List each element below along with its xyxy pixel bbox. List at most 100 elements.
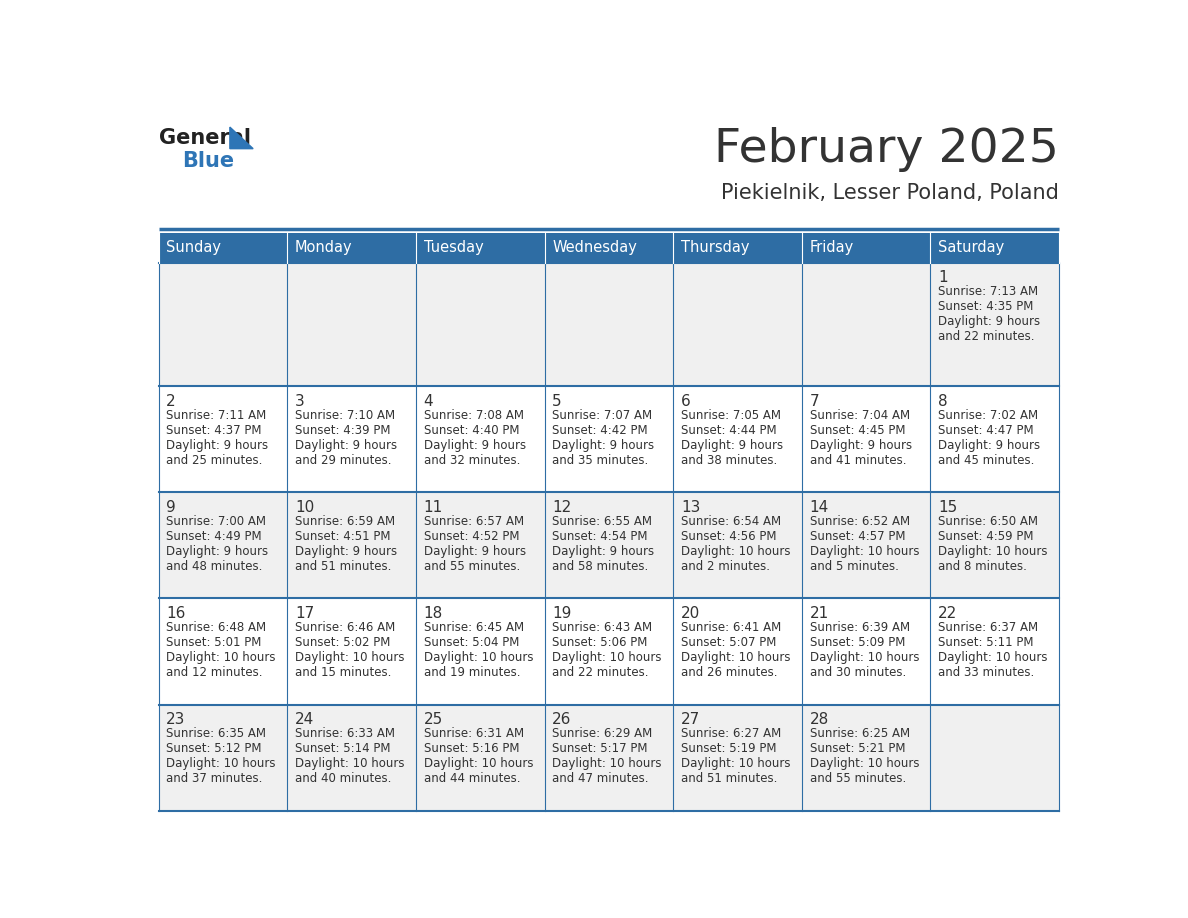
Text: and 15 minutes.: and 15 minutes. (295, 666, 391, 679)
Text: Wednesday: Wednesday (552, 241, 637, 255)
Text: Sunrise: 6:33 AM: Sunrise: 6:33 AM (295, 727, 394, 740)
Text: 14: 14 (809, 500, 829, 515)
Text: Daylight: 10 hours: Daylight: 10 hours (809, 651, 920, 664)
Text: Daylight: 10 hours: Daylight: 10 hours (681, 545, 790, 558)
Text: 13: 13 (681, 500, 700, 515)
Text: Sunset: 4:35 PM: Sunset: 4:35 PM (939, 300, 1034, 313)
Text: 2: 2 (166, 394, 176, 409)
Text: Sunday: Sunday (166, 241, 221, 255)
Text: Sunrise: 6:25 AM: Sunrise: 6:25 AM (809, 727, 910, 740)
Text: Sunrise: 6:52 AM: Sunrise: 6:52 AM (809, 515, 910, 528)
Text: Sunset: 4:54 PM: Sunset: 4:54 PM (552, 530, 647, 543)
Text: and 48 minutes.: and 48 minutes. (166, 560, 263, 573)
Text: Daylight: 9 hours: Daylight: 9 hours (166, 545, 268, 558)
Text: Daylight: 9 hours: Daylight: 9 hours (166, 439, 268, 452)
Text: 5: 5 (552, 394, 562, 409)
Text: and 26 minutes.: and 26 minutes. (681, 666, 777, 679)
Text: 16: 16 (166, 606, 185, 621)
Text: and 30 minutes.: and 30 minutes. (809, 666, 905, 679)
Text: Sunrise: 7:11 AM: Sunrise: 7:11 AM (166, 409, 266, 421)
Text: Sunset: 4:52 PM: Sunset: 4:52 PM (424, 530, 519, 543)
Text: Daylight: 10 hours: Daylight: 10 hours (939, 651, 1048, 664)
Text: and 37 minutes.: and 37 minutes. (166, 772, 263, 786)
Text: Sunrise: 6:43 AM: Sunrise: 6:43 AM (552, 621, 652, 634)
Text: Sunrise: 6:50 AM: Sunrise: 6:50 AM (939, 515, 1038, 528)
Text: Sunrise: 6:55 AM: Sunrise: 6:55 AM (552, 515, 652, 528)
Text: Sunrise: 6:48 AM: Sunrise: 6:48 AM (166, 621, 266, 634)
Text: Daylight: 10 hours: Daylight: 10 hours (552, 651, 662, 664)
Text: 12: 12 (552, 500, 571, 515)
Text: Daylight: 9 hours: Daylight: 9 hours (681, 439, 783, 452)
Text: Daylight: 10 hours: Daylight: 10 hours (295, 651, 404, 664)
Text: 8: 8 (939, 394, 948, 409)
Text: and 55 minutes.: and 55 minutes. (424, 560, 520, 573)
Text: General: General (158, 128, 251, 148)
Text: Daylight: 9 hours: Daylight: 9 hours (295, 439, 397, 452)
Text: Sunrise: 7:08 AM: Sunrise: 7:08 AM (424, 409, 524, 421)
Bar (158, 233, 1060, 263)
Text: Sunrise: 7:05 AM: Sunrise: 7:05 AM (681, 409, 781, 421)
Text: and 25 minutes.: and 25 minutes. (166, 453, 263, 466)
Text: and 44 minutes.: and 44 minutes. (424, 772, 520, 786)
Text: Sunrise: 6:59 AM: Sunrise: 6:59 AM (295, 515, 396, 528)
Text: Daylight: 9 hours: Daylight: 9 hours (939, 316, 1041, 329)
Text: Sunset: 5:19 PM: Sunset: 5:19 PM (681, 743, 777, 756)
Text: and 8 minutes.: and 8 minutes. (939, 560, 1028, 573)
Text: Daylight: 9 hours: Daylight: 9 hours (939, 439, 1041, 452)
Text: Sunrise: 6:39 AM: Sunrise: 6:39 AM (809, 621, 910, 634)
Text: Daylight: 10 hours: Daylight: 10 hours (809, 757, 920, 770)
Text: and 45 minutes.: and 45 minutes. (939, 453, 1035, 466)
Text: Sunset: 4:44 PM: Sunset: 4:44 PM (681, 424, 777, 437)
Text: Sunset: 4:39 PM: Sunset: 4:39 PM (295, 424, 391, 437)
Text: Thursday: Thursday (681, 241, 750, 255)
Text: Sunset: 5:02 PM: Sunset: 5:02 PM (295, 636, 391, 649)
Text: 11: 11 (424, 500, 443, 515)
Text: Daylight: 9 hours: Daylight: 9 hours (424, 545, 526, 558)
Polygon shape (229, 127, 253, 149)
Text: Daylight: 10 hours: Daylight: 10 hours (939, 545, 1048, 558)
Text: Sunset: 4:37 PM: Sunset: 4:37 PM (166, 424, 261, 437)
Text: Piekielnik, Lesser Poland, Poland: Piekielnik, Lesser Poland, Poland (721, 184, 1060, 203)
Text: 10: 10 (295, 500, 314, 515)
Text: Sunrise: 7:00 AM: Sunrise: 7:00 AM (166, 515, 266, 528)
Text: and 40 minutes.: and 40 minutes. (295, 772, 391, 786)
Bar (158, 263, 1060, 386)
Text: and 19 minutes.: and 19 minutes. (424, 666, 520, 679)
Text: 25: 25 (424, 712, 443, 727)
Text: Sunset: 4:45 PM: Sunset: 4:45 PM (809, 424, 905, 437)
Text: Friday: Friday (809, 241, 854, 255)
Text: Sunset: 5:12 PM: Sunset: 5:12 PM (166, 743, 261, 756)
Text: Sunset: 5:09 PM: Sunset: 5:09 PM (809, 636, 905, 649)
Text: Daylight: 9 hours: Daylight: 9 hours (295, 545, 397, 558)
Text: Sunrise: 6:41 AM: Sunrise: 6:41 AM (681, 621, 782, 634)
Text: and 51 minutes.: and 51 minutes. (681, 772, 777, 786)
Text: 24: 24 (295, 712, 314, 727)
Text: 27: 27 (681, 712, 700, 727)
Text: Daylight: 9 hours: Daylight: 9 hours (552, 545, 655, 558)
Text: 22: 22 (939, 606, 958, 621)
Text: Tuesday: Tuesday (424, 241, 484, 255)
Text: Sunset: 5:17 PM: Sunset: 5:17 PM (552, 743, 647, 756)
Text: 1: 1 (939, 270, 948, 285)
Text: Saturday: Saturday (939, 241, 1005, 255)
Text: Sunset: 5:16 PM: Sunset: 5:16 PM (424, 743, 519, 756)
Text: Sunrise: 6:31 AM: Sunrise: 6:31 AM (424, 727, 524, 740)
Text: Sunrise: 6:54 AM: Sunrise: 6:54 AM (681, 515, 781, 528)
Text: 23: 23 (166, 712, 185, 727)
Text: Sunrise: 6:29 AM: Sunrise: 6:29 AM (552, 727, 652, 740)
Text: Sunset: 4:57 PM: Sunset: 4:57 PM (809, 530, 905, 543)
Text: Daylight: 10 hours: Daylight: 10 hours (424, 757, 533, 770)
Text: 15: 15 (939, 500, 958, 515)
Text: and 29 minutes.: and 29 minutes. (295, 453, 392, 466)
Text: and 22 minutes.: and 22 minutes. (552, 666, 649, 679)
Text: February 2025: February 2025 (714, 127, 1060, 172)
Text: Sunrise: 7:02 AM: Sunrise: 7:02 AM (939, 409, 1038, 421)
Text: 19: 19 (552, 606, 571, 621)
Bar (158, 705, 1060, 811)
Text: and 38 minutes.: and 38 minutes. (681, 453, 777, 466)
Text: Daylight: 10 hours: Daylight: 10 hours (809, 545, 920, 558)
Text: Daylight: 10 hours: Daylight: 10 hours (166, 757, 276, 770)
Text: Sunset: 4:47 PM: Sunset: 4:47 PM (939, 424, 1034, 437)
Text: Daylight: 10 hours: Daylight: 10 hours (295, 757, 404, 770)
Bar (158, 599, 1060, 705)
